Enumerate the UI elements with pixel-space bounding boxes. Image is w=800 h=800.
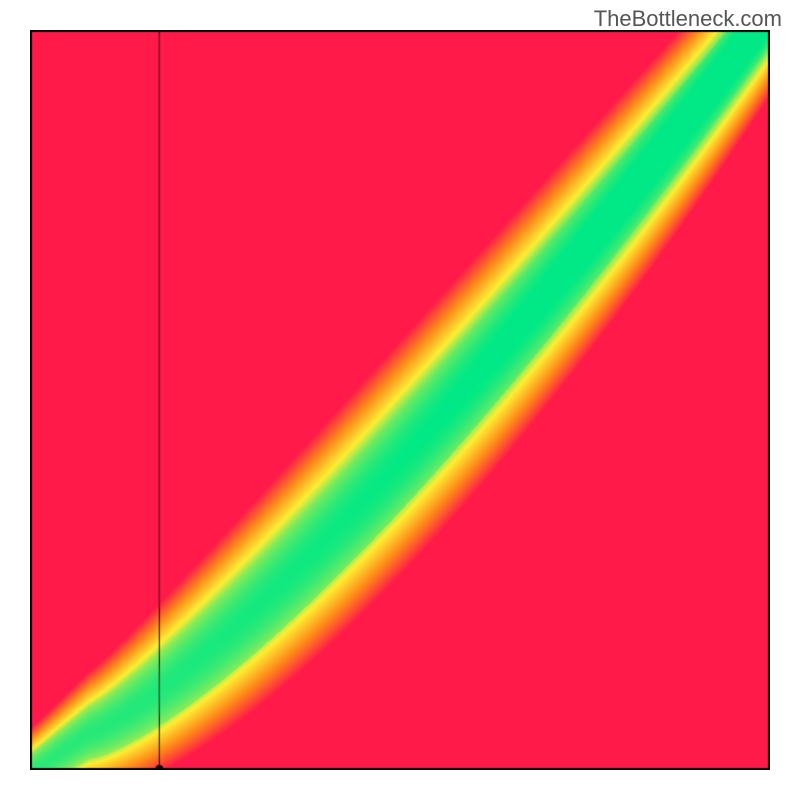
watermark-label: TheBottleneck.com	[594, 6, 782, 32]
heatmap-chart	[30, 30, 770, 770]
heatmap-canvas	[30, 30, 770, 770]
